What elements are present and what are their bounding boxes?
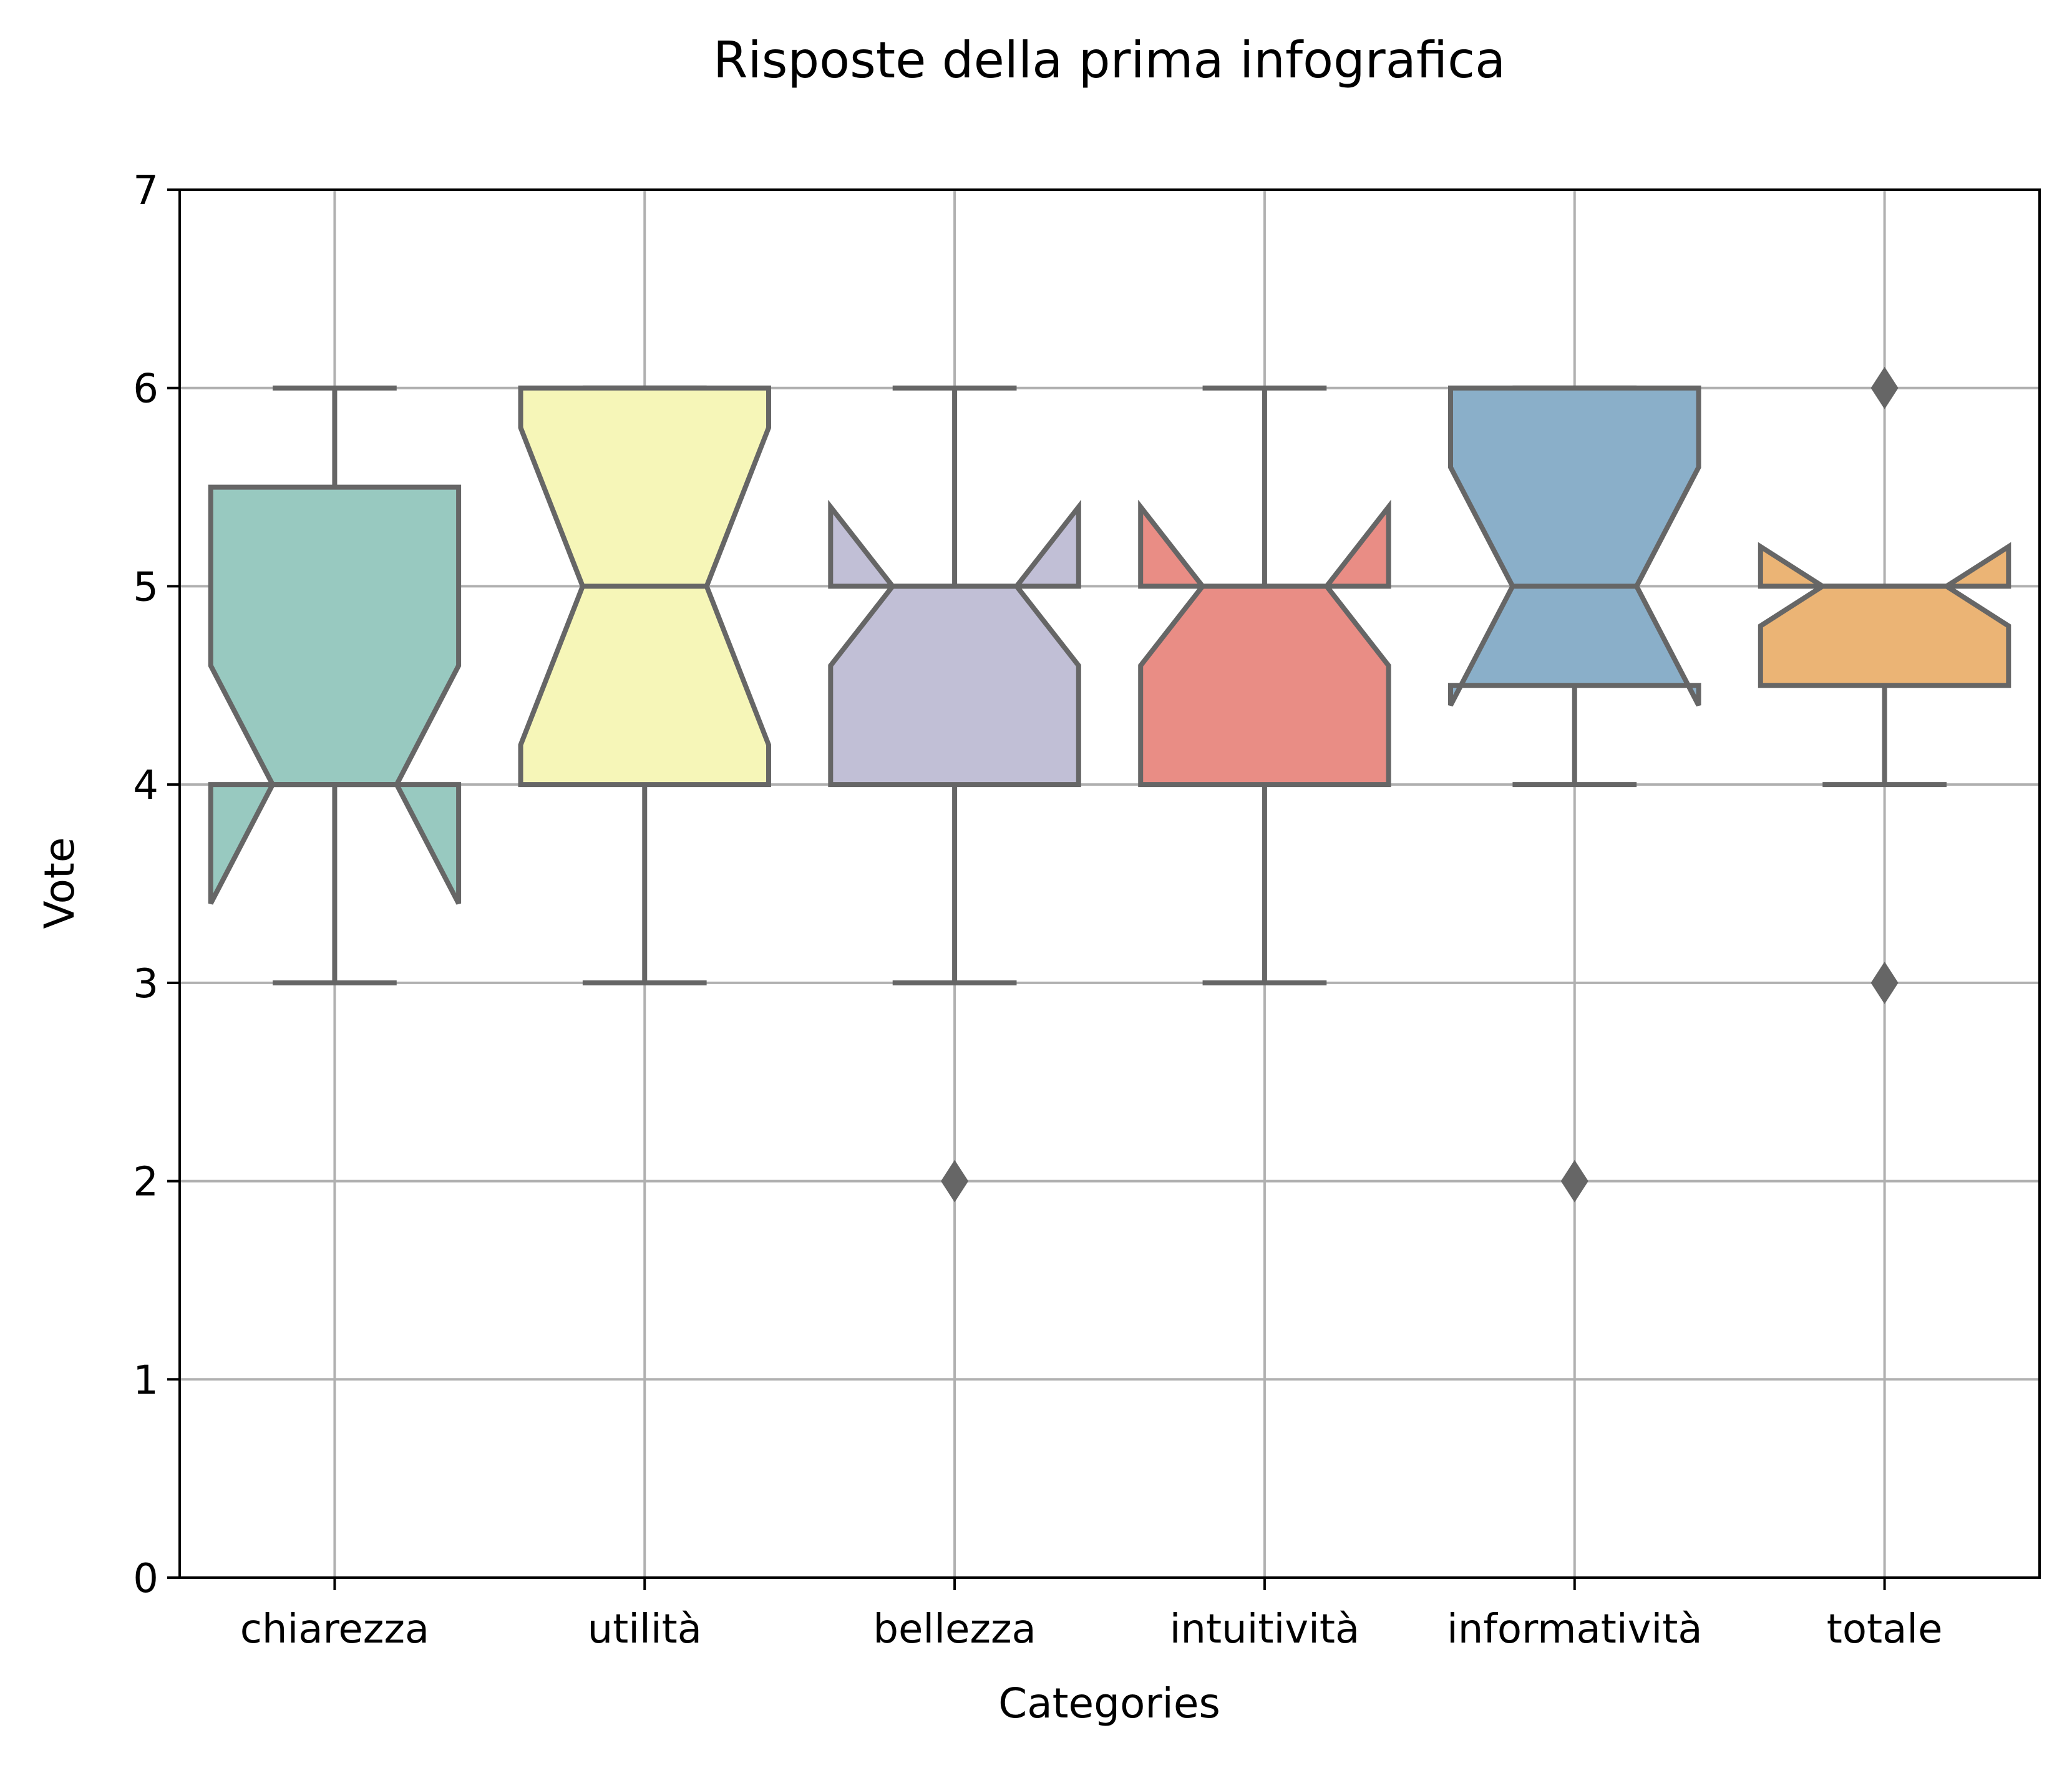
box-informatività xyxy=(1448,385,1701,706)
y-tick-label: 7 xyxy=(133,168,158,214)
x-tick-label: intuitività xyxy=(1170,1606,1360,1653)
axes: 0 1 2 3 4 5 6 7 chiarezza utilità bellezza intuitiv… xyxy=(133,168,2041,1653)
x-axis-label: Categories xyxy=(998,1679,1220,1727)
chart-title: Risposte della prima infografica xyxy=(713,31,1505,89)
y-tick-label: 5 xyxy=(133,564,158,610)
y-tick-label: 4 xyxy=(133,763,158,809)
y-tick-label: 0 xyxy=(133,1556,158,1602)
x-tick-label: totale xyxy=(1827,1606,1943,1653)
x-tick-label: chiarezza xyxy=(240,1606,429,1653)
x-tick-label: bellezza xyxy=(873,1606,1036,1653)
box-chiarezza xyxy=(208,484,462,905)
boxes xyxy=(208,366,2011,1203)
outlier-point xyxy=(1870,366,1899,409)
x-tick-label: informatività xyxy=(1447,1606,1703,1653)
y-tick-label: 2 xyxy=(133,1160,158,1206)
box-bellezza xyxy=(828,499,1081,788)
y-axis-label: Vote xyxy=(36,838,84,929)
y-tick-label: 6 xyxy=(133,366,158,413)
y-tick-label: 3 xyxy=(133,961,158,1007)
plot-frame xyxy=(178,188,2041,1579)
box-totale xyxy=(1758,542,2011,688)
y-tick-label: 1 xyxy=(133,1357,158,1404)
outlier-point xyxy=(1870,961,1899,1004)
outlier-point xyxy=(941,1160,969,1203)
x-tick-label: utilità xyxy=(588,1606,702,1653)
box-intuitività xyxy=(1138,499,1391,788)
outlier-point xyxy=(1560,1160,1588,1203)
